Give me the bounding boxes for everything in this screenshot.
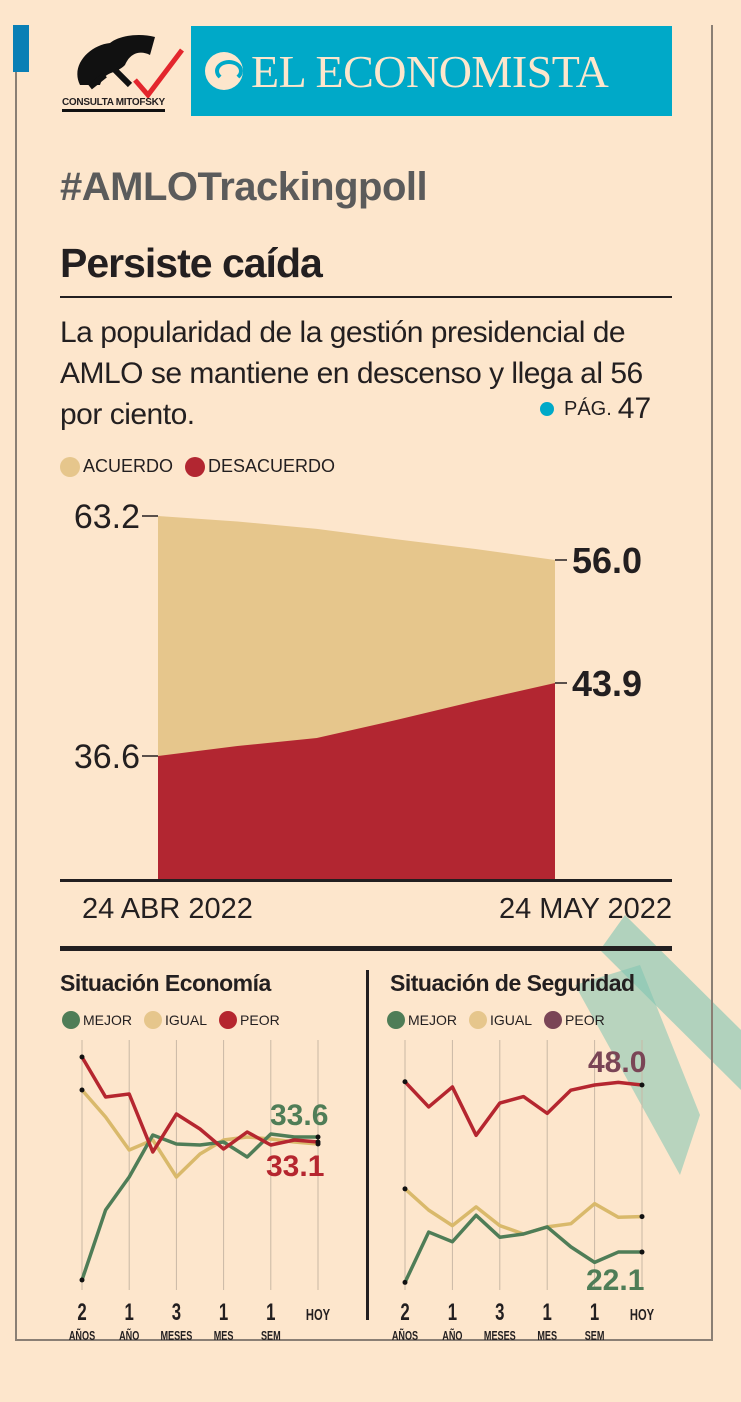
legend-label: DESACUERDO [208,456,336,476]
area-desacuerdo [158,683,555,880]
x-tick-unit: SEM [261,1330,281,1344]
line-mejor [403,1213,642,1284]
description: La popularidad de la gestión presidencia… [60,316,643,431]
end-point [639,1214,645,1220]
page-title: Persiste caída [60,240,323,286]
column-divider [366,970,369,1320]
x-tick-number: HOY [306,1305,330,1324]
line-peor [403,1080,643,1138]
legend-label: PEOR [565,1012,605,1028]
value-label: 56.0 [572,540,642,581]
x-tick-number: 3 [495,1299,504,1326]
value-label: 43.9 [572,663,642,704]
x-tick-number: 1 [543,1299,552,1326]
page-ref-label: PÁG. [564,397,612,420]
page-reference: PÁG. 47 [540,392,651,426]
accent-bar [13,25,29,72]
x-tick-number: 1 [448,1299,457,1326]
x-tick-number: 3 [172,1299,181,1326]
end-value-label: 33.1 [266,1150,324,1183]
end-value-label: 48.0 [588,1046,646,1079]
end-point [639,1249,645,1255]
end-point [315,1134,321,1140]
stripe-top [600,915,741,1090]
end-value-label: 22.1 [586,1264,644,1297]
legend-label: PEOR [240,1012,280,1028]
start-point [79,1087,85,1093]
start-point [402,1279,408,1285]
security-legend: MEJOR IGUAL PEOR [387,1011,617,1029]
line-igual [403,1187,643,1236]
x-label-start: 24 ABR 2022 [82,893,253,925]
security-title: Situación de Seguridad [390,970,635,996]
legend-label: IGUAL [490,1012,533,1028]
globe-icon [205,52,243,90]
line-igual [80,1088,319,1179]
frame-left [15,40,17,1340]
x-tick-number: 2 [77,1299,86,1326]
x-tick-unit: MESES [484,1330,516,1344]
economy-title: Situación Economía [60,970,271,996]
x-label-end: 24 MAY 2022 [499,893,672,925]
start-point [402,1079,408,1085]
value-label: 36.6 [74,738,140,776]
end-value-label: 33.6 [270,1099,328,1132]
frame-right [711,25,713,1340]
x-tick-unit: AÑO [442,1328,462,1343]
legend-label: MEJOR [83,1012,132,1028]
start-point [79,1054,85,1060]
brand-name: EL ECONOMISTA [251,45,609,97]
x-tick-number: 1 [125,1299,134,1326]
legend-label: MEJOR [408,1012,457,1028]
economy-legend: MEJOR IGUAL PEOR [62,1011,292,1029]
stripe-band [575,965,700,1175]
end-point [315,1139,321,1145]
x-tick-number: 1 [219,1299,228,1326]
hashtag: #AMLOTrackingpoll [60,165,428,209]
x-tick-unit: MES [214,1330,234,1344]
section-rule [60,946,672,951]
page-ref-number: 47 [617,392,652,425]
x-tick-unit: AÑOS [392,1328,419,1343]
line-mejor [80,1132,318,1281]
x-tick-number: 1 [590,1299,599,1326]
title-rule [60,296,672,298]
x-tick-unit: MESES [160,1330,192,1344]
mitofsky-logo [77,35,184,99]
x-tick-unit: SEM [585,1330,605,1344]
legend-label: IGUAL [165,1012,208,1028]
x-tick-number: 2 [400,1299,409,1326]
x-tick-unit: AÑOS [69,1328,96,1343]
value-label: 63.2 [74,498,140,536]
end-point [639,1082,645,1088]
legend-desacuerdo: DESACUERDO [185,456,335,477]
legend-acuerdo: ACUERDO [60,456,173,477]
x-tick-number: 1 [266,1299,275,1326]
x-tick-unit: MES [537,1330,557,1344]
mitofsky-logo-text: CONSULTA MITOFSKY [62,97,165,112]
legend-label: ACUERDO [83,456,174,476]
main-legend: ACUERDO DESACUERDO [60,456,347,477]
bullet-icon [540,402,554,416]
x-tick-unit: AÑO [119,1328,139,1343]
frame-bottom [15,1339,713,1341]
el-economista-logo: EL ECONOMISTA [191,26,672,116]
line-peor [80,1056,319,1154]
x-axis-line [60,879,672,882]
start-point [402,1186,408,1192]
x-tick-number: HOY [630,1305,654,1324]
start-point [79,1277,85,1283]
